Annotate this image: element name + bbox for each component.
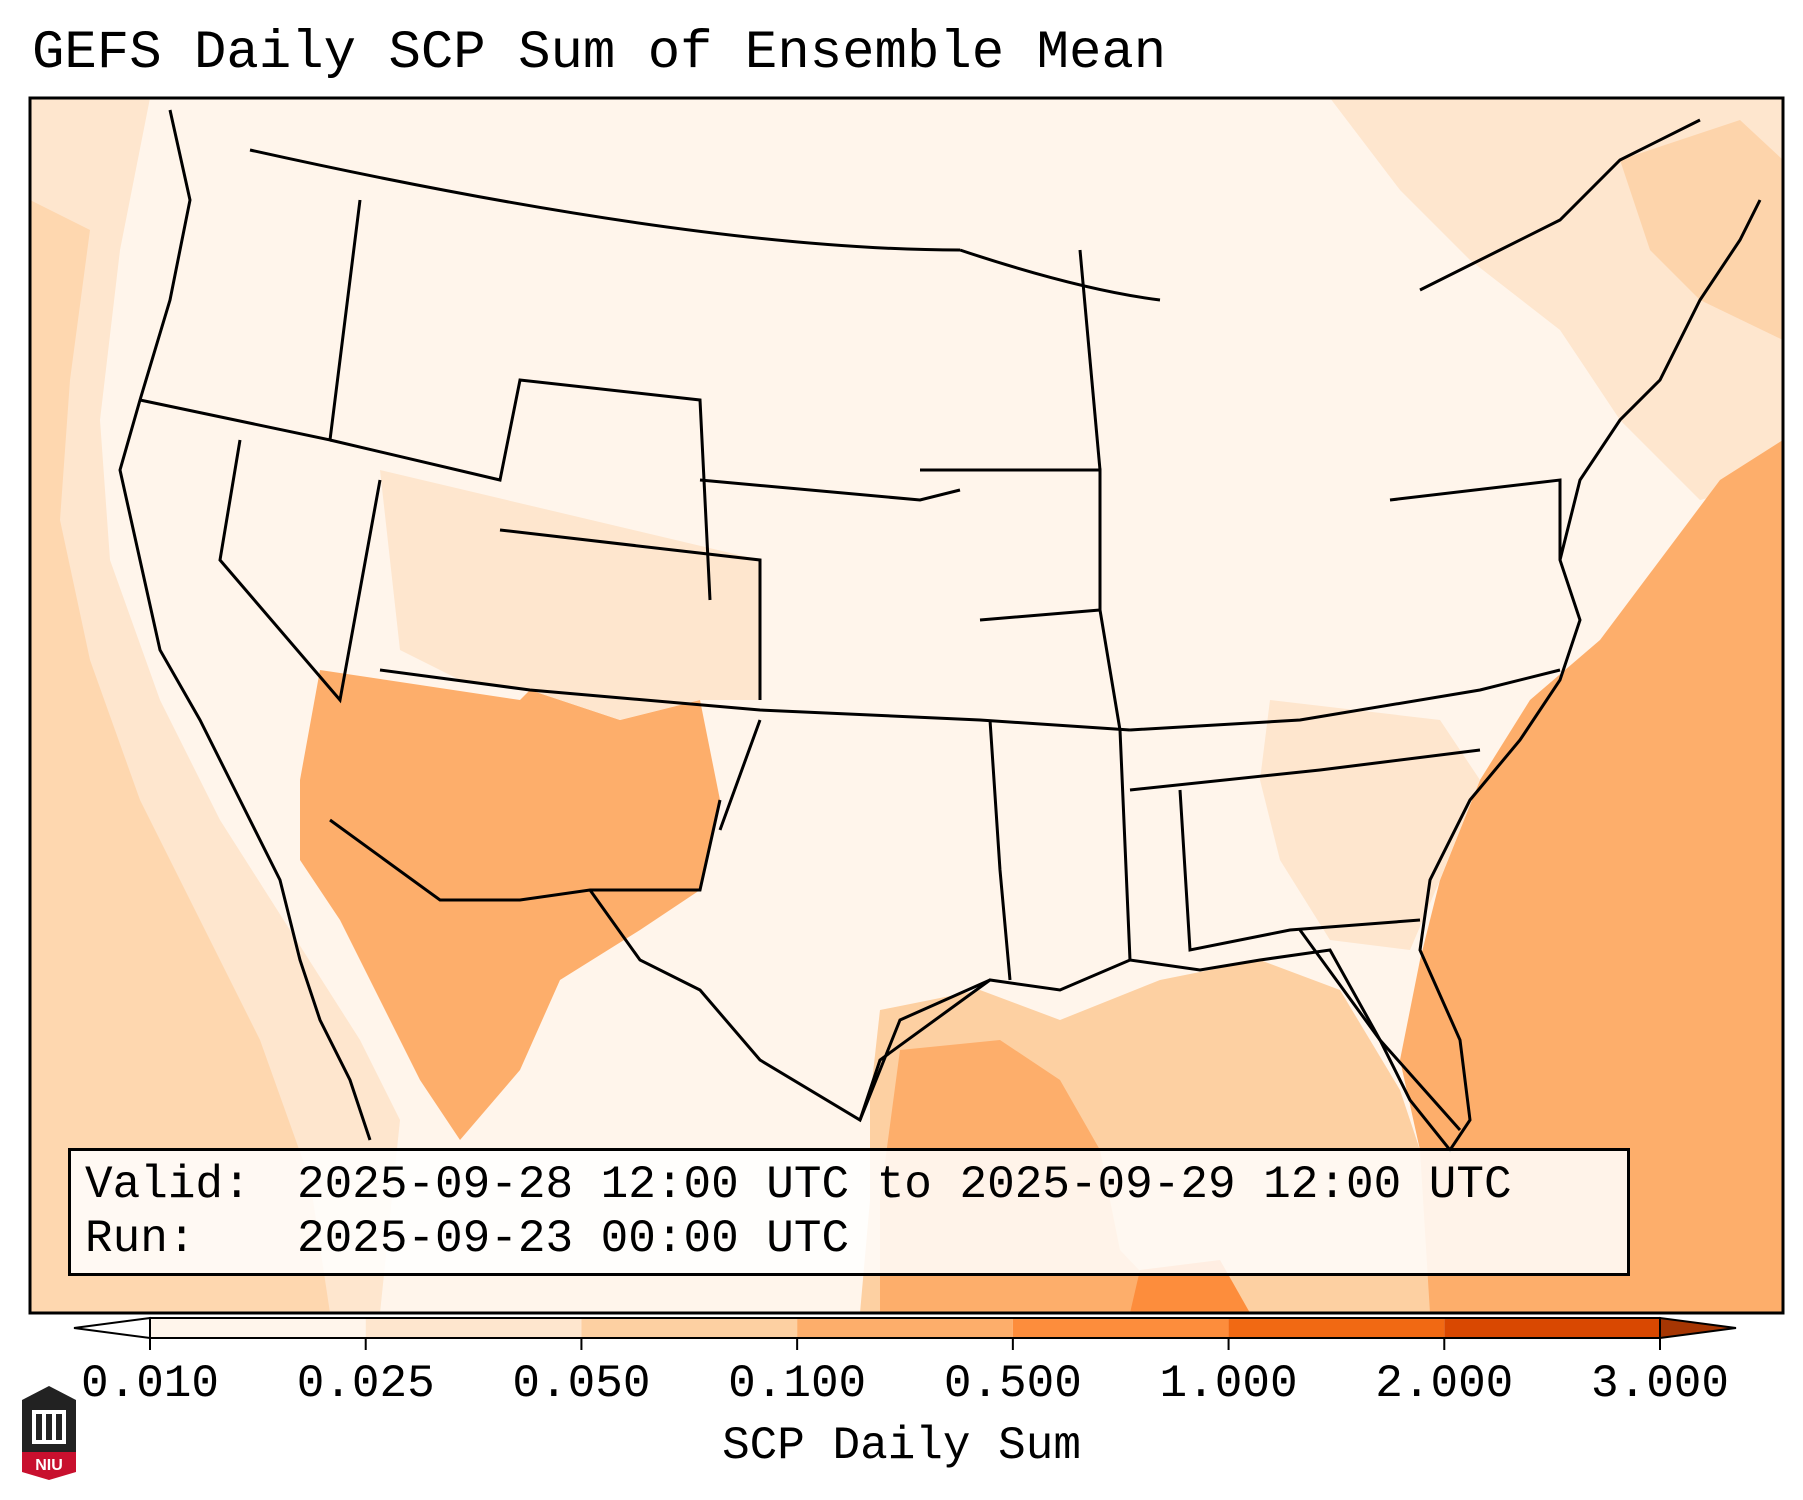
colorbar-segment (1012, 1318, 1229, 1338)
run-label: Run: (85, 1213, 196, 1265)
field-four-corners (380, 470, 760, 720)
field-northeast-strong (1620, 120, 1783, 340)
field-west-pacific-strong (30, 200, 330, 1313)
coastlines (118, 109, 1762, 1153)
colorbar-over-extend (1659, 1316, 1737, 1340)
colorbar-segment (797, 1318, 1013, 1338)
colorbar-segment (581, 1318, 798, 1338)
colorbar-label: SCP Daily Sum (722, 1420, 1081, 1472)
field-southeast (1260, 700, 1480, 950)
colorbar-tick-label: 0.100 (728, 1358, 867, 1410)
colorbar-tick-label: 0.025 (296, 1358, 435, 1410)
colorbar-tick-label: 0.010 (80, 1358, 220, 1410)
colorbar-tick-label: 2.000 (1375, 1358, 1514, 1410)
colorbar-segment (150, 1318, 366, 1338)
niu-logo: NIU (22, 1386, 76, 1480)
map-frame (28, 96, 1785, 1315)
svg-text:NIU: NIU (35, 1457, 63, 1474)
colorbar-tick-label: 3.000 (1590, 1358, 1730, 1410)
field-southwest (300, 670, 720, 1140)
field-atlantic (1400, 440, 1783, 1313)
info-box: Valid: 2025-09-28 12:00 UTC to 2025-09-29… (68, 1148, 1630, 1276)
run-line: Run: 2025-09-23 00:00 UTC (85, 1213, 849, 1265)
colorbar-tick-label: 0.500 (943, 1358, 1082, 1410)
valid-line: Valid: 2025-09-28 12:00 UTC to 2025-09-29… (85, 1159, 1512, 1211)
colorbar-under-extend (73, 1316, 151, 1340)
colorbar-segment (365, 1318, 582, 1338)
colorbar-outline (149, 1317, 1661, 1339)
colorbar-tick-label: 0.050 (512, 1358, 651, 1410)
colorbar-segment (1228, 1318, 1445, 1338)
map-title: GEFS Daily SCP Sum of Ensemble Mean (32, 23, 1167, 84)
run-value: 2025-09-23 00:00 UTC (297, 1213, 850, 1265)
colorbar-tick-label: 1.000 (1159, 1358, 1298, 1410)
colorbar-segment (1444, 1318, 1660, 1338)
valid-label: Valid: (85, 1159, 251, 1211)
valid-value: 2025-09-28 12:00 UTC to 2025-09-29 12:00… (297, 1159, 1512, 1211)
